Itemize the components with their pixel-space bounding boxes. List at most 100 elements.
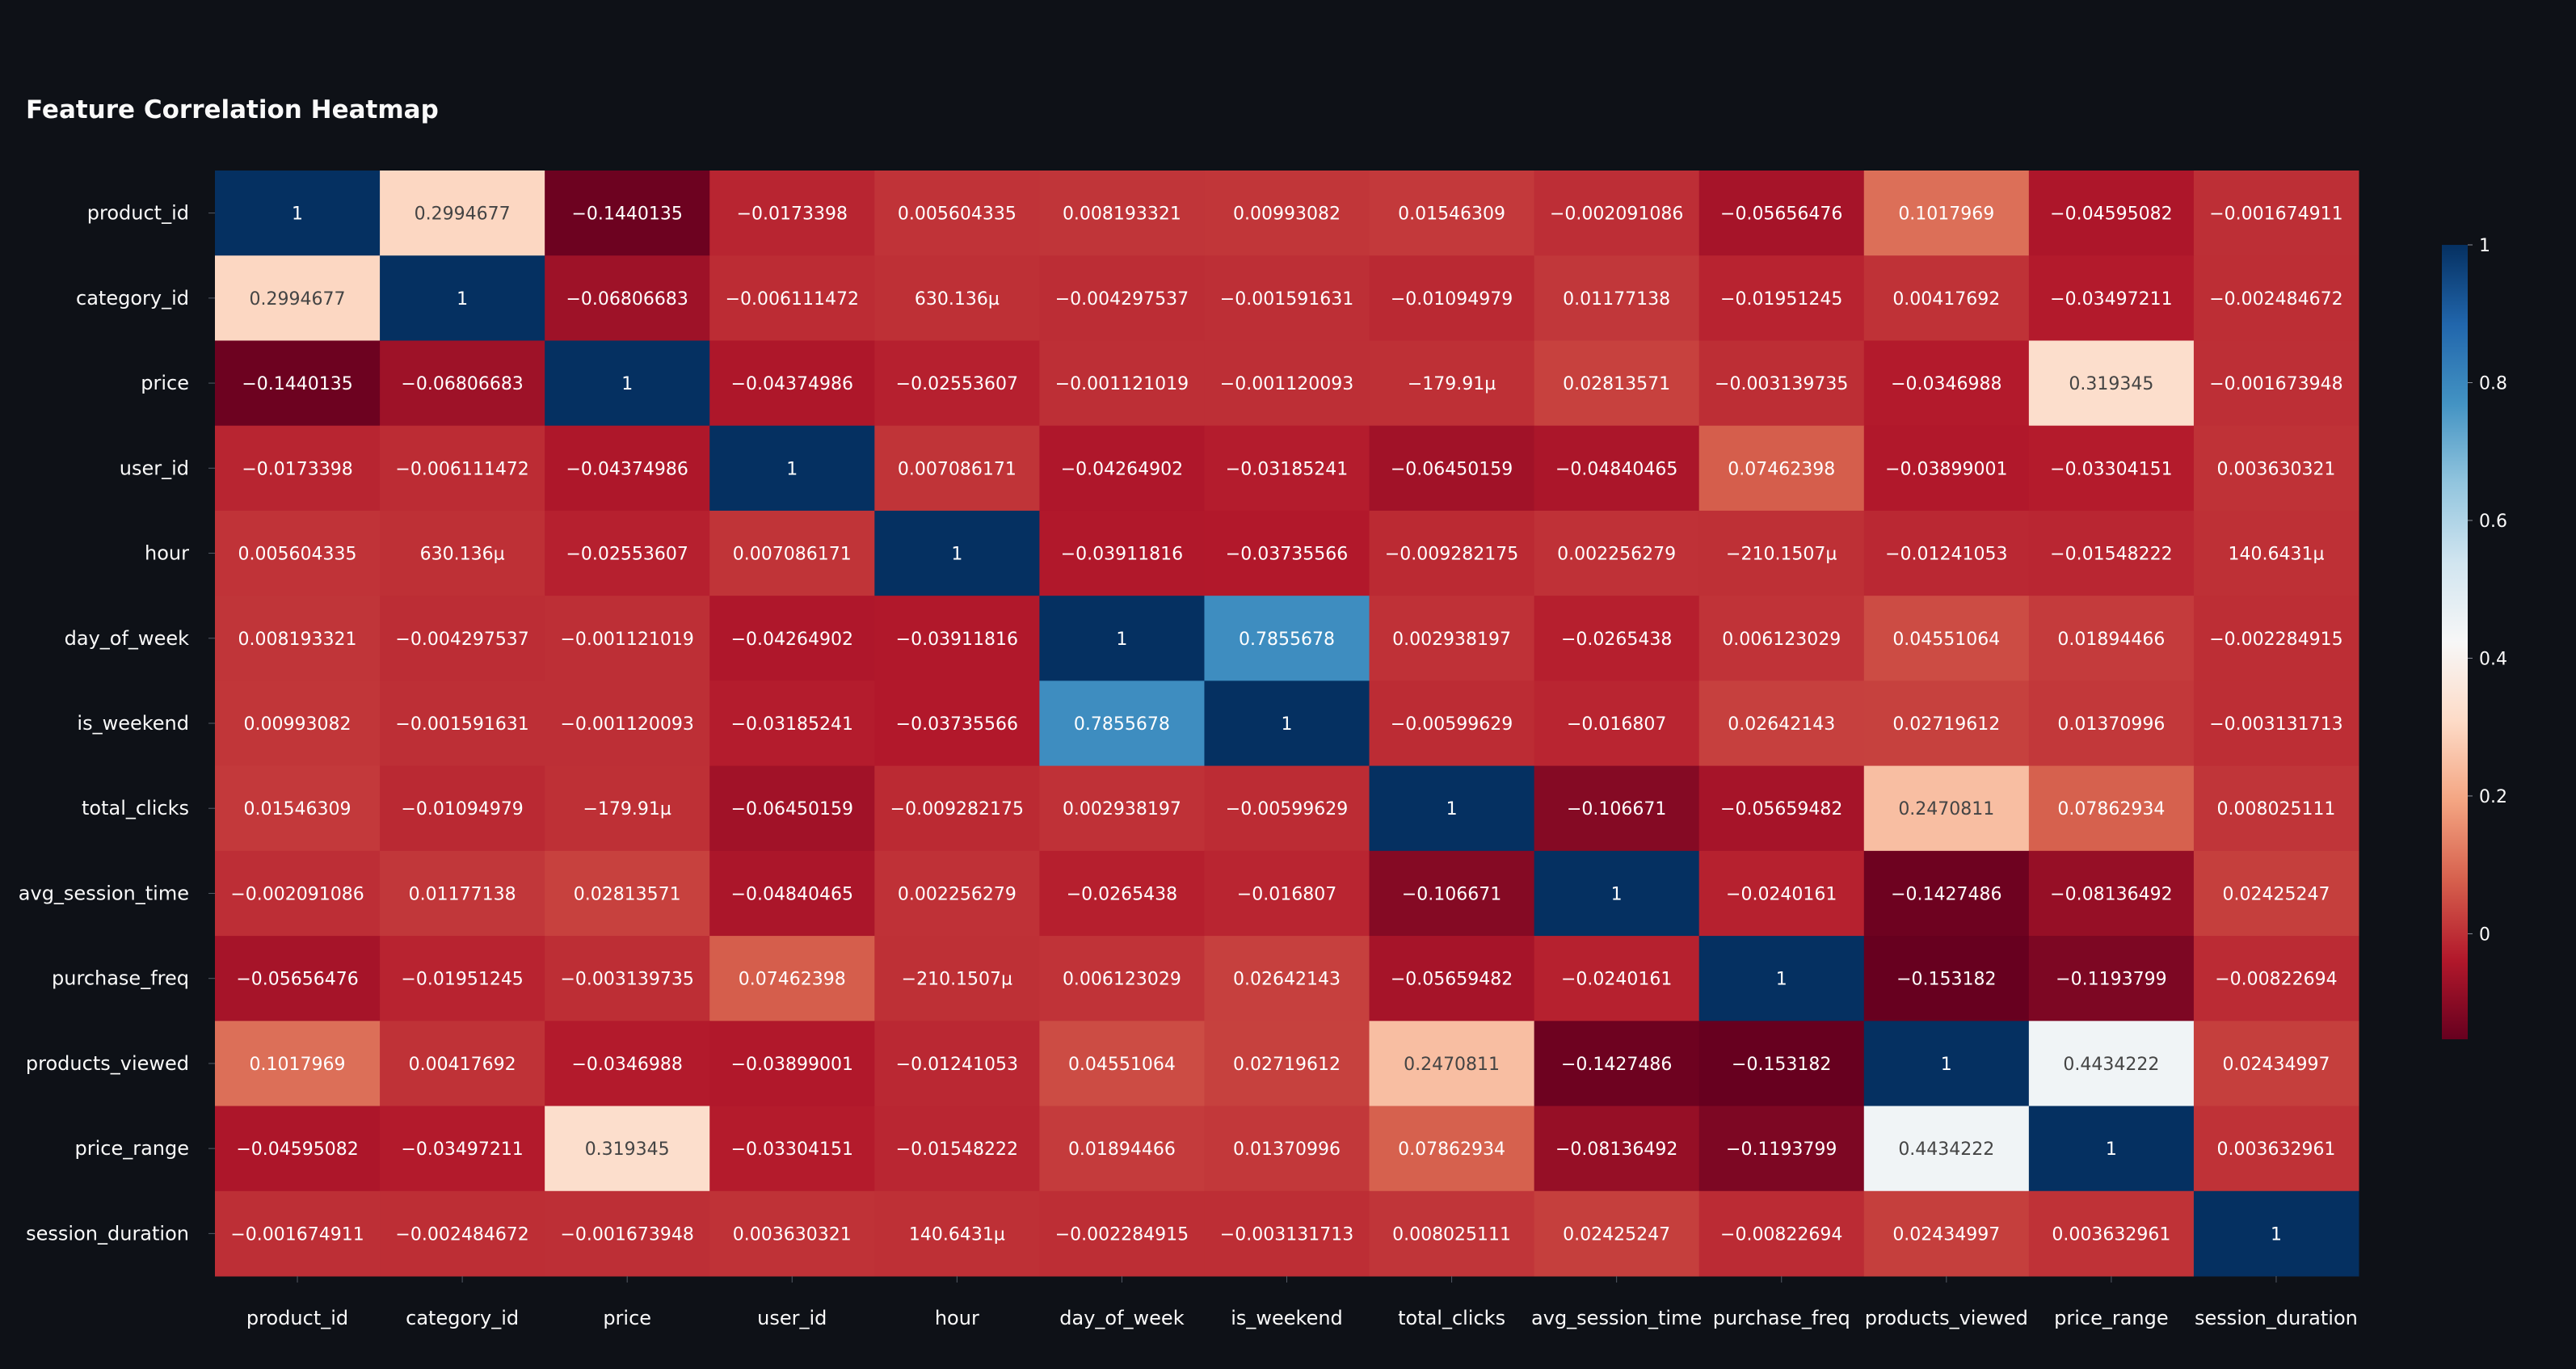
heatmap-cell-8-11	[2028, 850, 2195, 937]
x-tick-label-9: purchase_freq	[1713, 1307, 1850, 1329]
heatmap-cell-12-3	[709, 1190, 875, 1277]
y-tick-label-7: total_clicks	[82, 797, 189, 819]
cell-value-9-7: −0.05659482	[1391, 970, 1513, 990]
heatmap-cell-12-0	[215, 1190, 381, 1277]
heatmap-cell-12-6	[1204, 1190, 1370, 1277]
heatmap-cell-2-6	[1204, 340, 1370, 427]
cell-value-11-11: 1	[2106, 1139, 2117, 1160]
heatmap-cell-2-5	[1039, 340, 1205, 427]
cell-value-1-12: −0.002484672	[2209, 289, 2342, 310]
heatmap-cell-3-0	[215, 425, 381, 512]
cell-value-3-3: 1	[786, 459, 798, 479]
heatmap-cell-7-9	[1698, 765, 1865, 852]
heatmap-cell-6-0	[215, 680, 381, 767]
cell-value-10-5: 0.04551064	[1068, 1055, 1176, 1075]
colorbar: 0 0.2 0.4 0.6 0.8 1	[2442, 236, 2507, 1039]
heatmap-cell-1-1	[380, 255, 545, 341]
cell-value-2-4: −0.02553607	[896, 374, 1018, 394]
heatmap-cell-12-11	[2028, 1190, 2195, 1277]
cell-value-10-4: −0.01241053	[896, 1055, 1018, 1075]
cell-value-2-6: −0.001120093	[1220, 374, 1353, 394]
heatmap-cell-5-11	[2028, 596, 2195, 681]
heatmap-cell-11-11	[2028, 1106, 2195, 1192]
heatmap-cell-0-8	[1534, 171, 1700, 256]
cell-value-4-2: −0.02553607	[566, 545, 688, 565]
cell-value-7-6: −0.00599629	[1226, 799, 1348, 819]
heatmap-cell-4-12	[2193, 510, 2359, 596]
x-tick-label-6: is_weekend	[1231, 1307, 1343, 1329]
heatmap-cell-5-2	[545, 596, 710, 681]
cell-value-2-11: 0.319345	[2069, 374, 2153, 394]
heatmap-cell-9-0	[215, 936, 381, 1021]
heatmap-cell-1-8	[1534, 255, 1700, 341]
cell-value-5-0: 0.008193321	[238, 630, 357, 650]
cell-value-11-12: 0.003632961	[2216, 1139, 2335, 1160]
y-tick-label-2: price	[141, 372, 189, 394]
heatmap-cell-7-8	[1534, 765, 1700, 852]
cell-value-9-9: 1	[1776, 970, 1787, 990]
cell-value-6-4: −0.03735566	[896, 714, 1018, 735]
heatmap-cell-2-0	[215, 340, 381, 427]
cell-value-10-8: −0.1427486	[1561, 1055, 1672, 1075]
cell-value-11-7: 0.07862934	[1398, 1139, 1505, 1160]
cell-value-5-6: 0.7855678	[1239, 630, 1335, 650]
cell-value-1-0: 0.2994677	[250, 289, 346, 310]
heatmap-cell-4-1	[380, 510, 545, 596]
heatmap-cell-2-10	[1863, 340, 2030, 427]
heatmap-cell-2-3	[709, 340, 875, 427]
heatmap-cell-11-4	[874, 1106, 1040, 1192]
cell-value-10-0: 0.1017969	[250, 1055, 346, 1075]
heatmap-cell-4-9	[1698, 510, 1865, 596]
cell-value-8-8: 1	[1611, 884, 1623, 904]
cell-value-1-7: −0.01094979	[1391, 289, 1513, 310]
cell-value-3-2: −0.04374986	[566, 459, 688, 479]
cell-value-10-2: −0.0346988	[571, 1055, 682, 1075]
heatmap-cell-1-12	[2193, 255, 2359, 341]
cell-value-2-9: −0.003139735	[1715, 374, 1848, 394]
cell-value-10-1: 0.00417692	[409, 1055, 516, 1075]
cell-value-12-8: 0.02425247	[1563, 1224, 1670, 1245]
cell-value-4-12: 140.6431µ	[2228, 545, 2324, 565]
heatmap-cell-4-11	[2028, 510, 2195, 596]
x-tick-label-7: total_clicks	[1398, 1307, 1505, 1329]
cell-value-10-7: 0.2470811	[1404, 1055, 1500, 1075]
heatmap-cell-8-9	[1698, 850, 1865, 937]
heatmap-cell-8-2	[545, 850, 710, 937]
cell-value-9-0: −0.05656476	[236, 970, 358, 990]
heatmap-cell-11-7	[1369, 1106, 1535, 1192]
cell-value-3-0: −0.0173398	[242, 459, 352, 479]
heatmap-cell-4-6	[1204, 510, 1370, 596]
heatmap-cell-6-4	[874, 680, 1040, 767]
cell-value-3-9: 0.07462398	[1728, 459, 1835, 479]
cell-value-0-2: −0.1440135	[571, 204, 682, 225]
cell-value-9-8: −0.0240161	[1561, 970, 1672, 990]
cell-value-12-7: 0.008025111	[1392, 1224, 1511, 1245]
cell-value-9-10: −0.153182	[1896, 970, 1996, 990]
cell-value-8-5: −0.0265438	[1067, 884, 1177, 904]
cell-value-7-2: −179.91µ	[583, 799, 671, 819]
heatmap-cell-1-4	[874, 255, 1040, 341]
y-tick-label-10: products_viewed	[26, 1052, 189, 1075]
heatmap-cell-5-0	[215, 596, 381, 681]
heatmap-cell-4-10	[1863, 510, 2030, 596]
cell-value-10-10: 1	[1941, 1055, 1952, 1075]
colorbar-tick-label-3: 0.6	[2479, 512, 2507, 532]
heatmap-cell-7-5	[1039, 765, 1205, 852]
heatmap-cell-3-1	[380, 425, 545, 512]
cell-value-2-10: −0.0346988	[1891, 374, 2001, 394]
colorbar-tick-label-5: 1	[2479, 236, 2490, 256]
heatmap-cell-0-11	[2028, 171, 2195, 256]
cell-value-2-7: −179.91µ	[1408, 374, 1496, 394]
heatmap-cell-9-7	[1369, 936, 1535, 1021]
cell-value-12-9: −0.00822694	[1720, 1224, 1842, 1245]
heatmap-cell-6-7	[1369, 680, 1535, 767]
heatmap-cell-0-10	[1863, 171, 2030, 256]
heatmap-cell-6-11	[2028, 680, 2195, 767]
y-tick-label-4: hour	[145, 542, 189, 565]
heatmap-cell-9-8	[1534, 936, 1700, 1021]
heatmap-cell-9-3	[709, 936, 875, 1021]
cell-value-4-1: 630.136µ	[420, 545, 505, 565]
x-tick-label-4: hour	[935, 1307, 979, 1329]
heatmap-cell-4-4	[874, 510, 1040, 596]
cell-value-6-0: 0.00993082	[244, 714, 351, 735]
